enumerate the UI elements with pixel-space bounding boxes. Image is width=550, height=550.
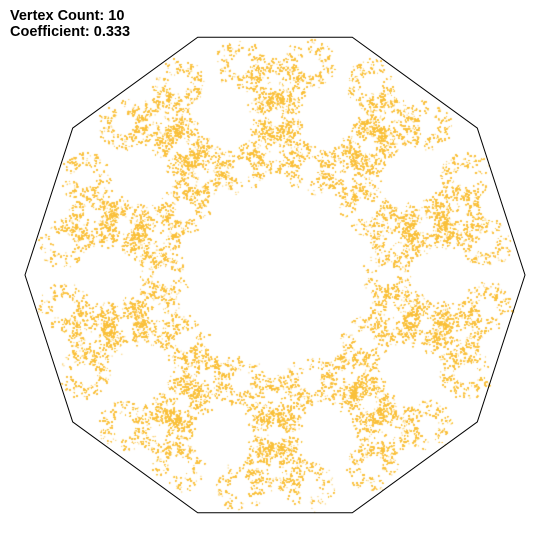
info-panel: Vertex Count: 10 Coefficient: 0.333 xyxy=(10,8,131,40)
coefficient-label: Coefficient: 0.333 xyxy=(10,23,131,40)
vertex-count-label: Vertex Count: 10 xyxy=(10,8,125,24)
